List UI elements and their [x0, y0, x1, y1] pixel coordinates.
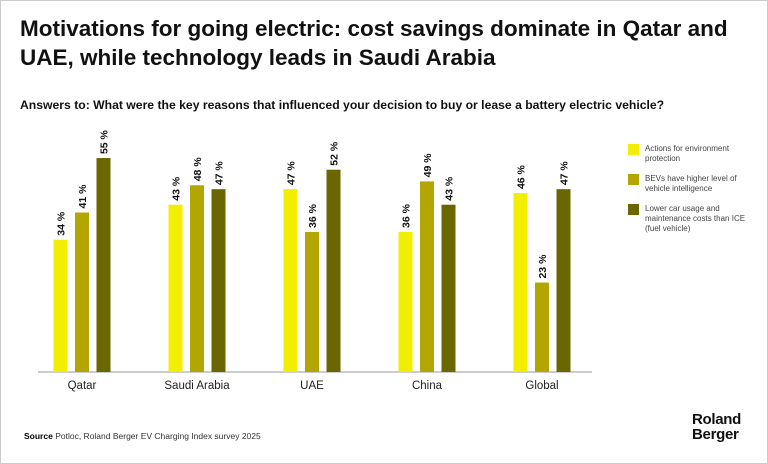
data-label: 46 % [516, 164, 528, 189]
logo-line2: Berger [692, 426, 739, 443]
bar-qatar-series-2 [75, 212, 89, 372]
chart-subtitle: Answers to: What were the key reasons th… [20, 98, 665, 112]
data-label: 52 % [329, 141, 341, 166]
data-label: 43 % [444, 176, 456, 201]
bar-uae-series-1 [283, 189, 298, 372]
x-tick-label: Saudi Arabia [164, 380, 230, 392]
data-label: 47 % [214, 161, 226, 186]
legend-swatch [628, 144, 639, 155]
data-label: 47 % [286, 161, 298, 186]
data-label: 48 % [192, 157, 204, 182]
source-label: Source [24, 431, 53, 441]
legend-item: Actions for environment protection [628, 144, 768, 164]
data-label: 34 % [56, 211, 68, 236]
source-note: Source Potloc, Roland Berger EV Charging… [24, 431, 261, 441]
x-tick-label: China [412, 380, 443, 392]
data-label: 55 % [99, 129, 111, 154]
data-label: 49 % [422, 153, 434, 178]
x-tick-label: UAE [300, 380, 324, 392]
legend-swatch [628, 204, 639, 215]
bar-saudi-arabia-series-1 [168, 204, 183, 372]
bar-china-series-1 [398, 231, 413, 372]
x-tick-label: Qatar [68, 380, 97, 392]
data-label: 36 % [401, 203, 413, 228]
data-label: 47 % [559, 161, 571, 186]
roland-berger-logo: Roland Berger [692, 412, 741, 442]
chart-title: Motivations for going electric: cost sav… [20, 16, 728, 70]
data-label: 36 % [307, 203, 319, 228]
data-label: 23 % [537, 254, 549, 279]
legend-label: BEVs have higher level of vehicle intell… [645, 174, 737, 193]
bar-global-series-3 [556, 189, 571, 372]
legend-item: BEVs have higher level of vehicle intell… [628, 174, 768, 194]
bar-qatar-series-1 [53, 239, 68, 372]
bar-uae-series-3 [326, 169, 341, 372]
legend-item: Lower car usage and maintenance costs th… [628, 204, 768, 234]
legend-swatch [628, 174, 639, 185]
logo-line1: Roland [692, 411, 742, 428]
bar-china-series-2 [420, 181, 434, 372]
bar-saudi-arabia-series-2 [190, 185, 204, 372]
legend-label: Actions for environment protection [645, 144, 730, 163]
bar-uae-series-2 [305, 231, 319, 372]
bar-china-series-3 [441, 204, 456, 372]
data-label: 41 % [77, 184, 89, 209]
legend-label: Lower car usage and maintenance costs th… [645, 204, 746, 233]
bar-global-series-2 [535, 282, 549, 372]
bar-global-series-1 [513, 193, 528, 372]
source-text: Potloc, Roland Berger EV Charging Index … [55, 431, 261, 441]
bar-saudi-arabia-series-3 [211, 189, 226, 372]
bar-qatar-series-3 [96, 158, 111, 372]
data-label: 43 % [171, 176, 183, 201]
x-tick-label: Global [525, 380, 558, 392]
legend: Actions for environment protection BEVs h… [628, 144, 768, 244]
